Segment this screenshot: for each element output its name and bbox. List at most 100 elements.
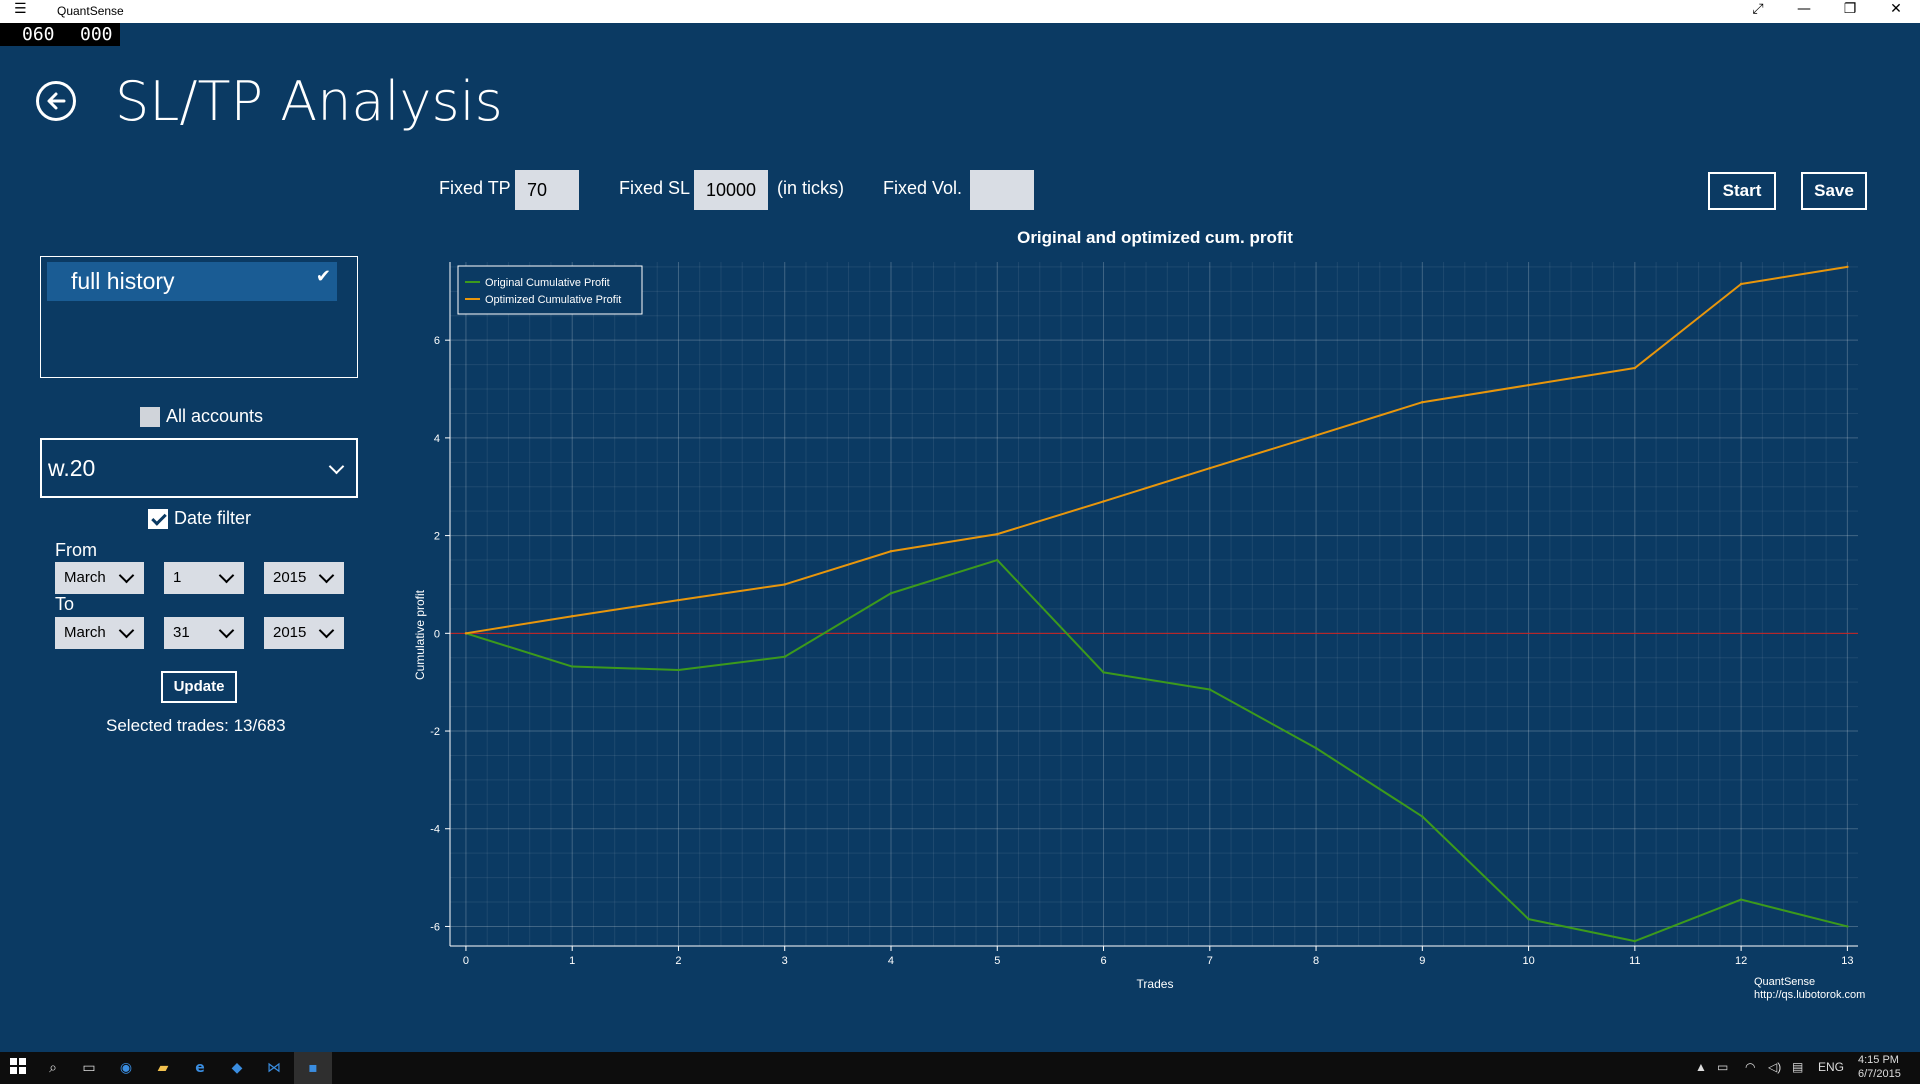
to-day-select[interactable]: 31 [164,617,244,649]
data-point [1421,815,1424,818]
series-line-optimized [465,265,1848,635]
data-point [1102,671,1105,674]
data-point [1739,898,1743,901]
data-point [677,598,680,602]
from-month-select[interactable]: March [55,562,144,594]
data-point [1314,434,1318,437]
y-tick-label: -4 [430,824,440,836]
from-label: From [55,540,97,560]
ie-icon[interactable]: e [195,1060,205,1076]
notifications-icon[interactable]: ▤ [1792,1060,1804,1074]
x-tick-label: 7 [1207,955,1213,967]
chart-title: Original and optimized cum. profit [1017,228,1293,247]
data-point [571,665,574,668]
chevron-down-icon [218,622,235,639]
battery-icon[interactable]: ▭ [1717,1060,1729,1074]
x-tick-label: 3 [782,955,788,967]
chevron-down-icon [318,622,335,639]
start-button[interactable]: Start [1708,172,1776,210]
x-tick-label: 5 [994,955,1000,967]
legend-box [457,265,643,315]
data-point [1208,466,1211,470]
wifi-icon[interactable]: ◠ [1745,1060,1756,1074]
vs-icon[interactable]: ⋈ [267,1060,281,1076]
close-icon[interactable]: ✕ [1890,1,1902,17]
app-icon[interactable]: ◆ [231,1060,243,1076]
history-item-label: full history [71,268,175,294]
restore-icon[interactable]: ❐ [1843,1,1857,17]
from-day-select[interactable]: 1 [164,562,244,594]
minimize-icon[interactable]: — [1797,1,1811,17]
from-year-value: 2015 [273,569,307,586]
to-month-select[interactable]: March [55,617,144,649]
search-icon[interactable]: ⌕ [49,1060,57,1076]
title-bar: ☰ QuantSense ⤢ — ❐ ✕ [0,0,1920,23]
data-point [1314,746,1318,750]
y-tick-label: 6 [434,335,440,347]
to-year-select[interactable]: 2015 [264,617,344,649]
x-tick-label: 13 [1841,955,1853,967]
chevron-down-icon [218,567,235,584]
account-select[interactable]: w.20 [40,438,358,498]
x-tick-label: 1 [569,955,575,967]
from-month-value: March [64,569,106,586]
chevron-down-icon [318,567,335,584]
watermark-name: QuantSense [1754,976,1815,988]
data-point [1208,688,1211,691]
fixed-sl-input[interactable]: 10000 [694,170,768,210]
language-indicator[interactable]: ENG [1818,1060,1845,1074]
x-tick-label: 4 [888,955,894,967]
y-tick-label: -6 [430,921,440,933]
history-item-full-history[interactable]: full history ✔ [47,262,337,301]
back-button[interactable] [36,81,76,121]
fullscreen-icon[interactable]: ⤢ [1752,1,1764,17]
app-name: QuantSense [57,4,124,18]
all-accounts-checkbox[interactable] [140,407,160,427]
fixed-tp-input[interactable]: 70 [515,170,579,210]
clock-time[interactable]: 4:15 PM [1858,1054,1899,1066]
from-year-select[interactable]: 2015 [264,562,344,594]
hamburger-menu-icon[interactable]: ☰ [14,1,27,17]
data-point [1102,500,1105,503]
date-filter-checkbox[interactable] [148,509,168,529]
chevron-down-icon [328,458,345,475]
clock-date[interactable]: 6/7/2015 [1858,1068,1901,1080]
x-tick-label: 10 [1522,955,1534,967]
counter-left: 060 [22,24,55,45]
fixed-tp-label: Fixed TP [439,178,511,198]
data-point [1527,917,1530,921]
back-arrow-icon [47,92,66,110]
history-list[interactable]: full history ✔ [40,256,358,378]
x-tick-label: 12 [1735,955,1747,967]
data-point [1633,366,1637,370]
task-view-icon[interactable]: ▭ [82,1060,96,1076]
windows-start-icon[interactable] [8,1058,28,1078]
data-point [1739,282,1743,286]
quantsense-icon[interactable]: ▪ [308,1060,318,1076]
globe-icon[interactable]: ◉ [119,1060,133,1076]
data-point [1527,383,1530,387]
legend: Original Cumulative Profit Optimized Cumu… [457,265,643,315]
data-point [996,532,999,536]
y-tick-label: 2 [434,531,440,543]
save-button[interactable]: Save [1801,172,1867,210]
x-tick-label: 6 [1100,955,1106,967]
y-axis-label: Cumulative profit [413,589,427,680]
chevron-down-icon [118,567,135,584]
y-tick-label: 0 [434,628,440,640]
update-button[interactable]: Update [161,671,237,703]
selected-trades-text: Selected trades: 13/683 [106,716,286,735]
volume-icon[interactable]: ◁) [1768,1060,1782,1074]
series-line-original [465,559,1848,943]
y-tick-label: -2 [430,726,440,738]
tray-chevron-icon[interactable]: ▲ [1695,1060,1707,1074]
ticks-label: (in ticks) [777,178,844,198]
x-tick-label: 0 [463,955,469,967]
folder-icon[interactable]: ▰ [157,1060,169,1076]
x-tick-label: 8 [1313,955,1319,967]
x-tick-label: 11 [1629,955,1640,967]
to-month-value: March [64,624,106,641]
data-point [1421,401,1424,404]
all-accounts-label: All accounts [166,406,264,426]
fixed-vol-input[interactable] [970,170,1034,210]
